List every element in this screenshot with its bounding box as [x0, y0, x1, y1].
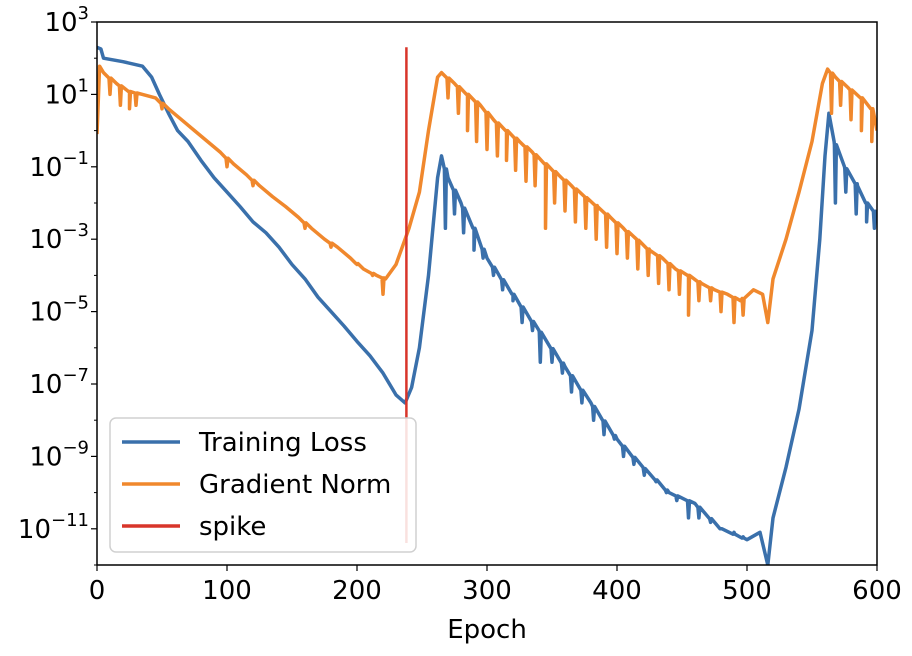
x-tick-label: 500 [722, 576, 772, 606]
x-tick-label: 400 [592, 576, 642, 606]
y-tick-label: 10−9 [29, 437, 89, 472]
y-tick-label: 10−5 [29, 293, 89, 328]
y-tick-label: 10−7 [29, 365, 89, 400]
y-tick-label: 10−3 [29, 220, 89, 255]
y-tick-label: 101 [44, 75, 89, 110]
x-axis-label: Epoch [447, 615, 527, 645]
x-axis: 0 100 200 300 400 500 600 [89, 565, 902, 606]
y-tick-label: 10−11 [18, 510, 89, 545]
y-axis: 103 101 10−1 10−3 10−5 10−7 10−9 10−11 [18, 3, 97, 566]
legend-label-gradient-norm: Gradient Norm [199, 470, 391, 500]
legend: Training Loss Gradient Norm spike [109, 417, 417, 553]
x-tick-label: 200 [332, 576, 382, 606]
x-tick-label: 0 [89, 576, 106, 606]
training-loss-line [97, 45, 877, 565]
y-tick-label: 103 [44, 3, 89, 38]
x-tick-label: 100 [202, 576, 252, 606]
x-tick-label: 300 [462, 576, 512, 606]
gradient-norm-line [97, 64, 877, 325]
legend-label-training-loss: Training Loss [198, 428, 367, 458]
legend-box [109, 417, 417, 553]
x-tick-label: 600 [852, 576, 902, 606]
legend-label-spike: spike [199, 512, 266, 542]
y-tick-label: 10−1 [29, 148, 89, 183]
